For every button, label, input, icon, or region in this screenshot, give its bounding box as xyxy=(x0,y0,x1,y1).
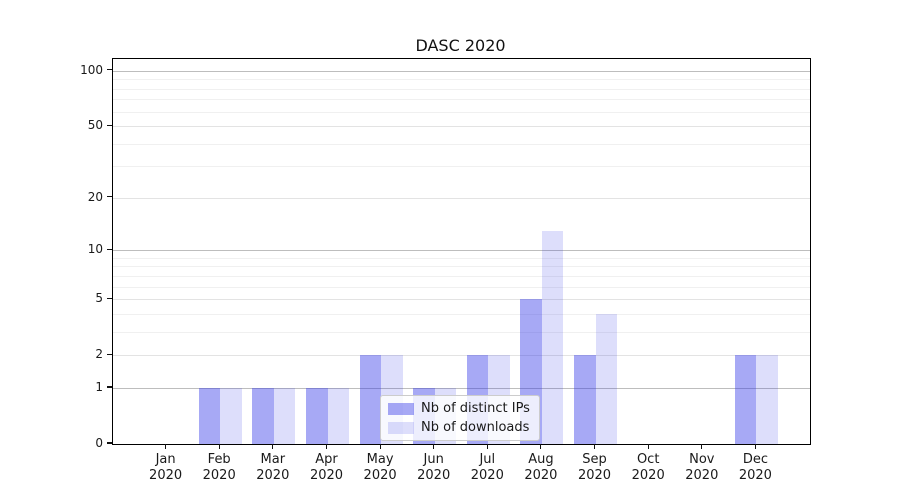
xtick-year-dec: 2020 xyxy=(738,468,772,483)
ytick-mark-5 xyxy=(107,297,112,299)
ytick-label-100: 100 xyxy=(80,62,103,77)
xtick-year-oct: 2020 xyxy=(631,468,665,483)
xtick-year-jun: 2020 xyxy=(417,468,451,483)
xtick-label-jun: Jun 2020 xyxy=(402,452,466,484)
xtick-label-may: May 2020 xyxy=(348,452,412,484)
minor-gridline-90 xyxy=(113,79,810,81)
xtick-mark-aug xyxy=(540,444,542,450)
major-gridline-2 xyxy=(113,355,810,357)
legend-entry-downloads: Nb of downloads xyxy=(388,420,530,435)
ytick-label-1: 1 xyxy=(95,380,103,394)
ytick-mark-1 xyxy=(107,386,112,388)
xtick-mark-apr xyxy=(325,444,328,450)
ytick-label-20: 20 xyxy=(87,189,103,204)
xtick-year-may: 2020 xyxy=(363,468,397,483)
xtick-year-aug: 2020 xyxy=(524,468,558,483)
major-gridline-1 xyxy=(113,388,810,389)
ytick-mark-50 xyxy=(107,124,112,126)
legend-swatch-distinct-ips xyxy=(388,402,414,415)
bar-distinct-ips-apr xyxy=(306,388,328,444)
major-gridline-10 xyxy=(113,250,810,252)
xtick-year-nov: 2020 xyxy=(685,468,719,483)
xtick-mark-dec xyxy=(754,444,756,450)
minor-gridline-60 xyxy=(113,111,810,113)
minor-gridline-9 xyxy=(113,257,810,259)
major-gridline-5 xyxy=(113,299,810,301)
bar-distinct-ips-feb xyxy=(198,388,221,444)
xtick-mark-jun xyxy=(433,444,435,450)
xtick-year-feb: 2020 xyxy=(202,468,236,483)
bar-downloads-feb xyxy=(220,388,242,444)
ytick-mark-100 xyxy=(107,69,112,71)
xtick-label-dec: Dec 2020 xyxy=(723,452,787,484)
xtick-mark-feb xyxy=(218,444,220,450)
xtick-mark-jan xyxy=(165,444,167,450)
chart-title: DASC 2020 xyxy=(415,36,506,55)
bar-distinct-ips-sep xyxy=(574,355,596,444)
ytick-label-10: 10 xyxy=(87,242,103,257)
bar-distinct-ips-may xyxy=(359,355,382,444)
bar-downloads-apr xyxy=(327,388,349,444)
ytick-label-50: 50 xyxy=(87,118,103,133)
major-gridline-20 xyxy=(113,197,810,199)
minor-gridline-8 xyxy=(113,266,810,268)
xtick-year-jul: 2020 xyxy=(470,468,504,483)
minor-gridline-4 xyxy=(113,313,810,315)
xtick-label-oct: Oct 2020 xyxy=(616,452,680,484)
xtick-year-apr: 2020 xyxy=(309,468,344,483)
minor-gridline-80 xyxy=(113,88,810,90)
legend: Nb of distinct IPs Nb of downloads xyxy=(380,395,540,441)
xtick-label-mar: Mar 2020 xyxy=(241,452,305,484)
xtick-label-sep: Sep 2020 xyxy=(563,452,627,484)
ytick-label-0: 0 xyxy=(95,436,103,450)
ytick-mark-0 xyxy=(107,442,112,444)
minor-gridline-30 xyxy=(113,166,810,168)
minor-gridline-6 xyxy=(113,286,810,288)
ytick-label-5: 5 xyxy=(95,291,103,306)
xtick-label-apr: Apr 2020 xyxy=(295,452,359,484)
xtick-label-nov: Nov 2020 xyxy=(670,452,734,484)
grid-layer xyxy=(113,59,810,444)
bar-downloads-mar xyxy=(273,388,296,444)
xtick-label-jul: Jul 2020 xyxy=(455,452,519,484)
minor-gridline-70 xyxy=(113,99,810,101)
xtick-year-sep: 2020 xyxy=(577,468,612,483)
bars-layer xyxy=(113,59,810,444)
xtick-mark-mar xyxy=(272,444,274,450)
xtick-mark-oct xyxy=(647,444,649,450)
major-gridline-50 xyxy=(113,126,810,128)
legend-label-distinct-ips: Nb of distinct IPs xyxy=(421,401,530,416)
xtick-year-jan: 2020 xyxy=(149,468,183,483)
plot-area: Nb of distinct IPs Nb of downloads xyxy=(112,58,811,445)
minor-gridline-3 xyxy=(113,331,810,333)
ytick-mark-2 xyxy=(107,353,112,355)
xtick-label-aug: Aug 2020 xyxy=(509,452,573,484)
xtick-year-mar: 2020 xyxy=(256,468,290,483)
xtick-label-jan: Jan 2020 xyxy=(134,452,198,484)
xtick-mark-may xyxy=(379,444,381,450)
ytick-mark-20 xyxy=(107,196,112,198)
legend-entry-distinct-ips: Nb of distinct IPs xyxy=(388,401,530,416)
bar-distinct-ips-mar xyxy=(252,388,274,444)
xtick-mark-jul xyxy=(486,444,488,450)
minor-gridline-7 xyxy=(113,275,810,277)
ytick-label-2: 2 xyxy=(95,347,103,362)
bar-downloads-dec xyxy=(756,355,778,444)
legend-label-downloads: Nb of downloads xyxy=(421,420,530,435)
major-gridline-100 xyxy=(113,70,810,72)
legend-swatch-downloads xyxy=(388,421,414,434)
xtick-label-feb: Feb 2020 xyxy=(187,452,251,484)
bar-downloads-sep xyxy=(595,313,617,444)
xtick-mark-sep xyxy=(593,444,596,450)
bar-distinct-ips-dec xyxy=(734,355,757,444)
xtick-mark-nov xyxy=(701,444,703,450)
ytick-mark-10 xyxy=(107,248,112,250)
minor-gridline-40 xyxy=(113,143,810,145)
bar-downloads-aug xyxy=(541,230,564,444)
